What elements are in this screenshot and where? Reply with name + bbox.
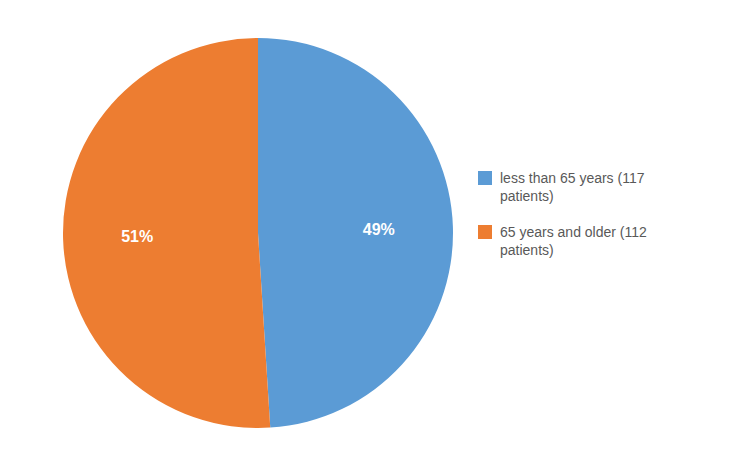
html-text:65 years and older (112 patien: 65 years and older (112 patients) [500,224,647,258]
svg-text:51%: 51% [121,228,153,245]
html-text:less than 65 years (117 patien: less than 65 years (117 patients) [500,170,645,204]
svg-text:49%: 49% [363,221,395,238]
